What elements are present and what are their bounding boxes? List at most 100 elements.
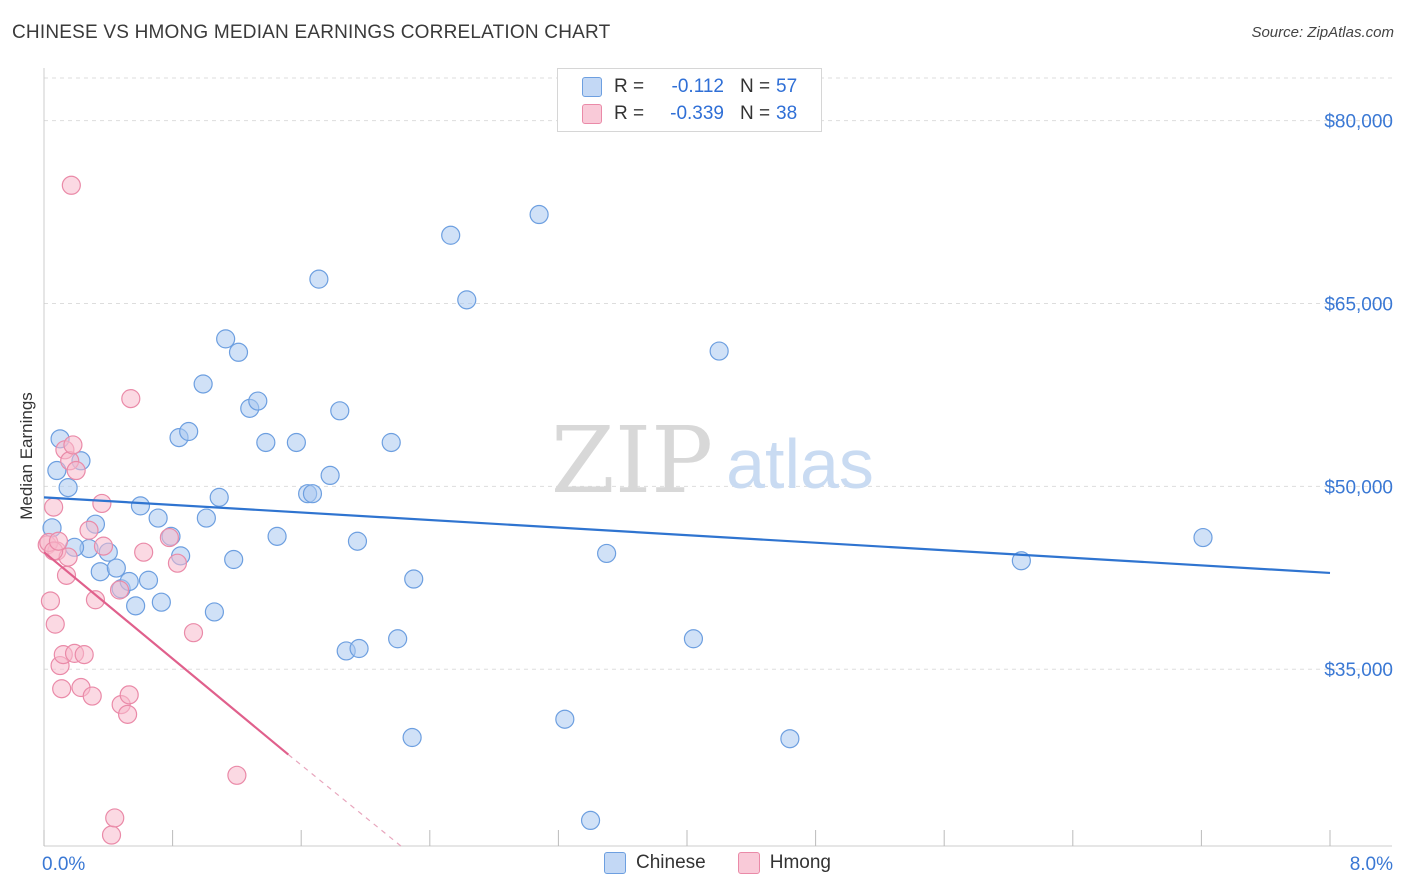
hmong-swatch bbox=[582, 104, 602, 124]
chinese-point bbox=[148, 508, 168, 528]
legend-hmong-label: Hmong bbox=[769, 852, 831, 873]
correlation-legend: R = -0.112 N = 57 R = -0.339 N = 38 bbox=[557, 68, 822, 132]
chinese-point bbox=[209, 487, 229, 507]
chinese-point bbox=[388, 629, 408, 649]
legend-chinese-label: Chinese bbox=[636, 852, 706, 873]
chinese-point bbox=[404, 569, 424, 589]
chinese-point bbox=[1011, 551, 1031, 571]
hmong-point bbox=[40, 591, 61, 611]
chinese-r-value: -0.112 bbox=[671, 76, 724, 97]
chinese-point bbox=[457, 290, 477, 310]
chinese-point bbox=[286, 432, 306, 453]
chinese-point bbox=[555, 709, 575, 729]
x-tick-label: 0.0% bbox=[42, 854, 85, 875]
chinese-point bbox=[683, 629, 704, 649]
tick-labels: $35,000 $50,000 $65,000 $80,000 0.0% 8.0% bbox=[42, 112, 1393, 875]
chart-title: CHINESE VS HMONG MEDIAN EARNINGS CORRELA… bbox=[12, 22, 611, 43]
watermark-atlas: atlas bbox=[726, 425, 874, 503]
chinese-point bbox=[130, 496, 151, 516]
legend-row-hmong: R = -0.339 N = 38 bbox=[582, 102, 797, 126]
chinese-point bbox=[106, 558, 126, 578]
chinese-point bbox=[349, 638, 369, 659]
chinese-point bbox=[709, 341, 729, 361]
chinese-trend-line bbox=[43, 496, 1331, 575]
y-tick-label: $35,000 bbox=[1324, 660, 1393, 681]
y-axis-label: Median Earnings bbox=[17, 392, 36, 520]
hmong-n-value: 38 bbox=[776, 103, 798, 124]
chinese-point bbox=[126, 596, 146, 616]
hmong-point bbox=[167, 553, 188, 573]
x-tick-label: 8.0% bbox=[1350, 854, 1393, 875]
chinese-point bbox=[151, 592, 171, 612]
hmong-trend-extension bbox=[287, 754, 402, 847]
hmong-point bbox=[117, 704, 138, 724]
n-label: N = bbox=[740, 76, 771, 97]
hmong-point bbox=[105, 808, 125, 828]
hmong-point bbox=[66, 460, 86, 481]
chinese-point bbox=[309, 269, 329, 289]
chinese-point bbox=[47, 460, 67, 481]
source-credit: Source: ZipAtlas.com bbox=[1251, 24, 1394, 41]
hmong-point bbox=[44, 497, 64, 517]
chinese-point bbox=[302, 484, 323, 504]
chinese-point bbox=[256, 432, 276, 453]
n-label: N = bbox=[740, 103, 771, 124]
hmong-point bbox=[109, 580, 130, 600]
hmong-r-value: -0.339 bbox=[670, 103, 724, 124]
chinese-point bbox=[381, 432, 401, 453]
series-legend: Chinese Hmong bbox=[604, 852, 863, 874]
hmong-point bbox=[93, 536, 114, 556]
chinese-point bbox=[193, 374, 213, 394]
hmong-point bbox=[183, 623, 204, 643]
hmong-point bbox=[74, 645, 94, 665]
chinese-point bbox=[1193, 527, 1213, 548]
hmong-point bbox=[85, 590, 106, 610]
hmong-point bbox=[48, 531, 69, 551]
chinese-point bbox=[780, 729, 800, 749]
hmong-point bbox=[119, 685, 139, 705]
chinese-point bbox=[216, 329, 236, 349]
chinese-point bbox=[580, 810, 601, 831]
hmong-point bbox=[82, 686, 102, 706]
chinese-point bbox=[330, 401, 350, 421]
legend-item-chinese[interactable]: Chinese bbox=[604, 852, 706, 874]
chinese-point bbox=[58, 478, 78, 498]
chinese-point bbox=[267, 526, 287, 546]
r-label: R = bbox=[614, 76, 645, 97]
r-label: R = bbox=[614, 103, 645, 124]
chinese-point bbox=[347, 531, 368, 551]
grid-lines bbox=[44, 77, 1392, 670]
axes bbox=[43, 68, 1392, 847]
chinese-point bbox=[90, 562, 110, 582]
hmong-point bbox=[101, 825, 122, 845]
chinese-point bbox=[441, 225, 461, 245]
legend-row-chinese: R = -0.112 N = 57 bbox=[582, 75, 797, 99]
hmong-swatch bbox=[737, 852, 760, 874]
hmong-point bbox=[92, 493, 112, 514]
hmong-point bbox=[134, 542, 154, 562]
chinese-point bbox=[224, 549, 244, 570]
hmong-point bbox=[159, 527, 179, 548]
y-tick-label: $50,000 bbox=[1324, 477, 1393, 498]
trend-lines bbox=[43, 496, 1331, 847]
chinese-point bbox=[204, 602, 224, 622]
legend-item-hmong[interactable]: Hmong bbox=[737, 852, 831, 874]
hmong-point bbox=[121, 389, 141, 409]
chinese-point bbox=[320, 465, 340, 486]
hmong-point bbox=[79, 520, 99, 540]
chinese-swatch bbox=[604, 852, 626, 874]
chinese-point bbox=[402, 727, 422, 748]
chinese-point bbox=[196, 508, 216, 528]
hmong-trend-line bbox=[43, 551, 290, 756]
hmong-point bbox=[45, 614, 65, 634]
watermark: ZIP atlas bbox=[551, 407, 874, 514]
y-tick-label: $80,000 bbox=[1324, 112, 1393, 133]
watermark-zip: ZIP bbox=[551, 407, 713, 514]
hmong-point bbox=[52, 679, 72, 699]
data-points bbox=[37, 175, 1213, 845]
y-tick-label: $65,000 bbox=[1324, 295, 1393, 316]
chinese-point bbox=[529, 204, 549, 225]
hmong-point bbox=[63, 435, 83, 455]
hmong-point bbox=[227, 765, 247, 785]
